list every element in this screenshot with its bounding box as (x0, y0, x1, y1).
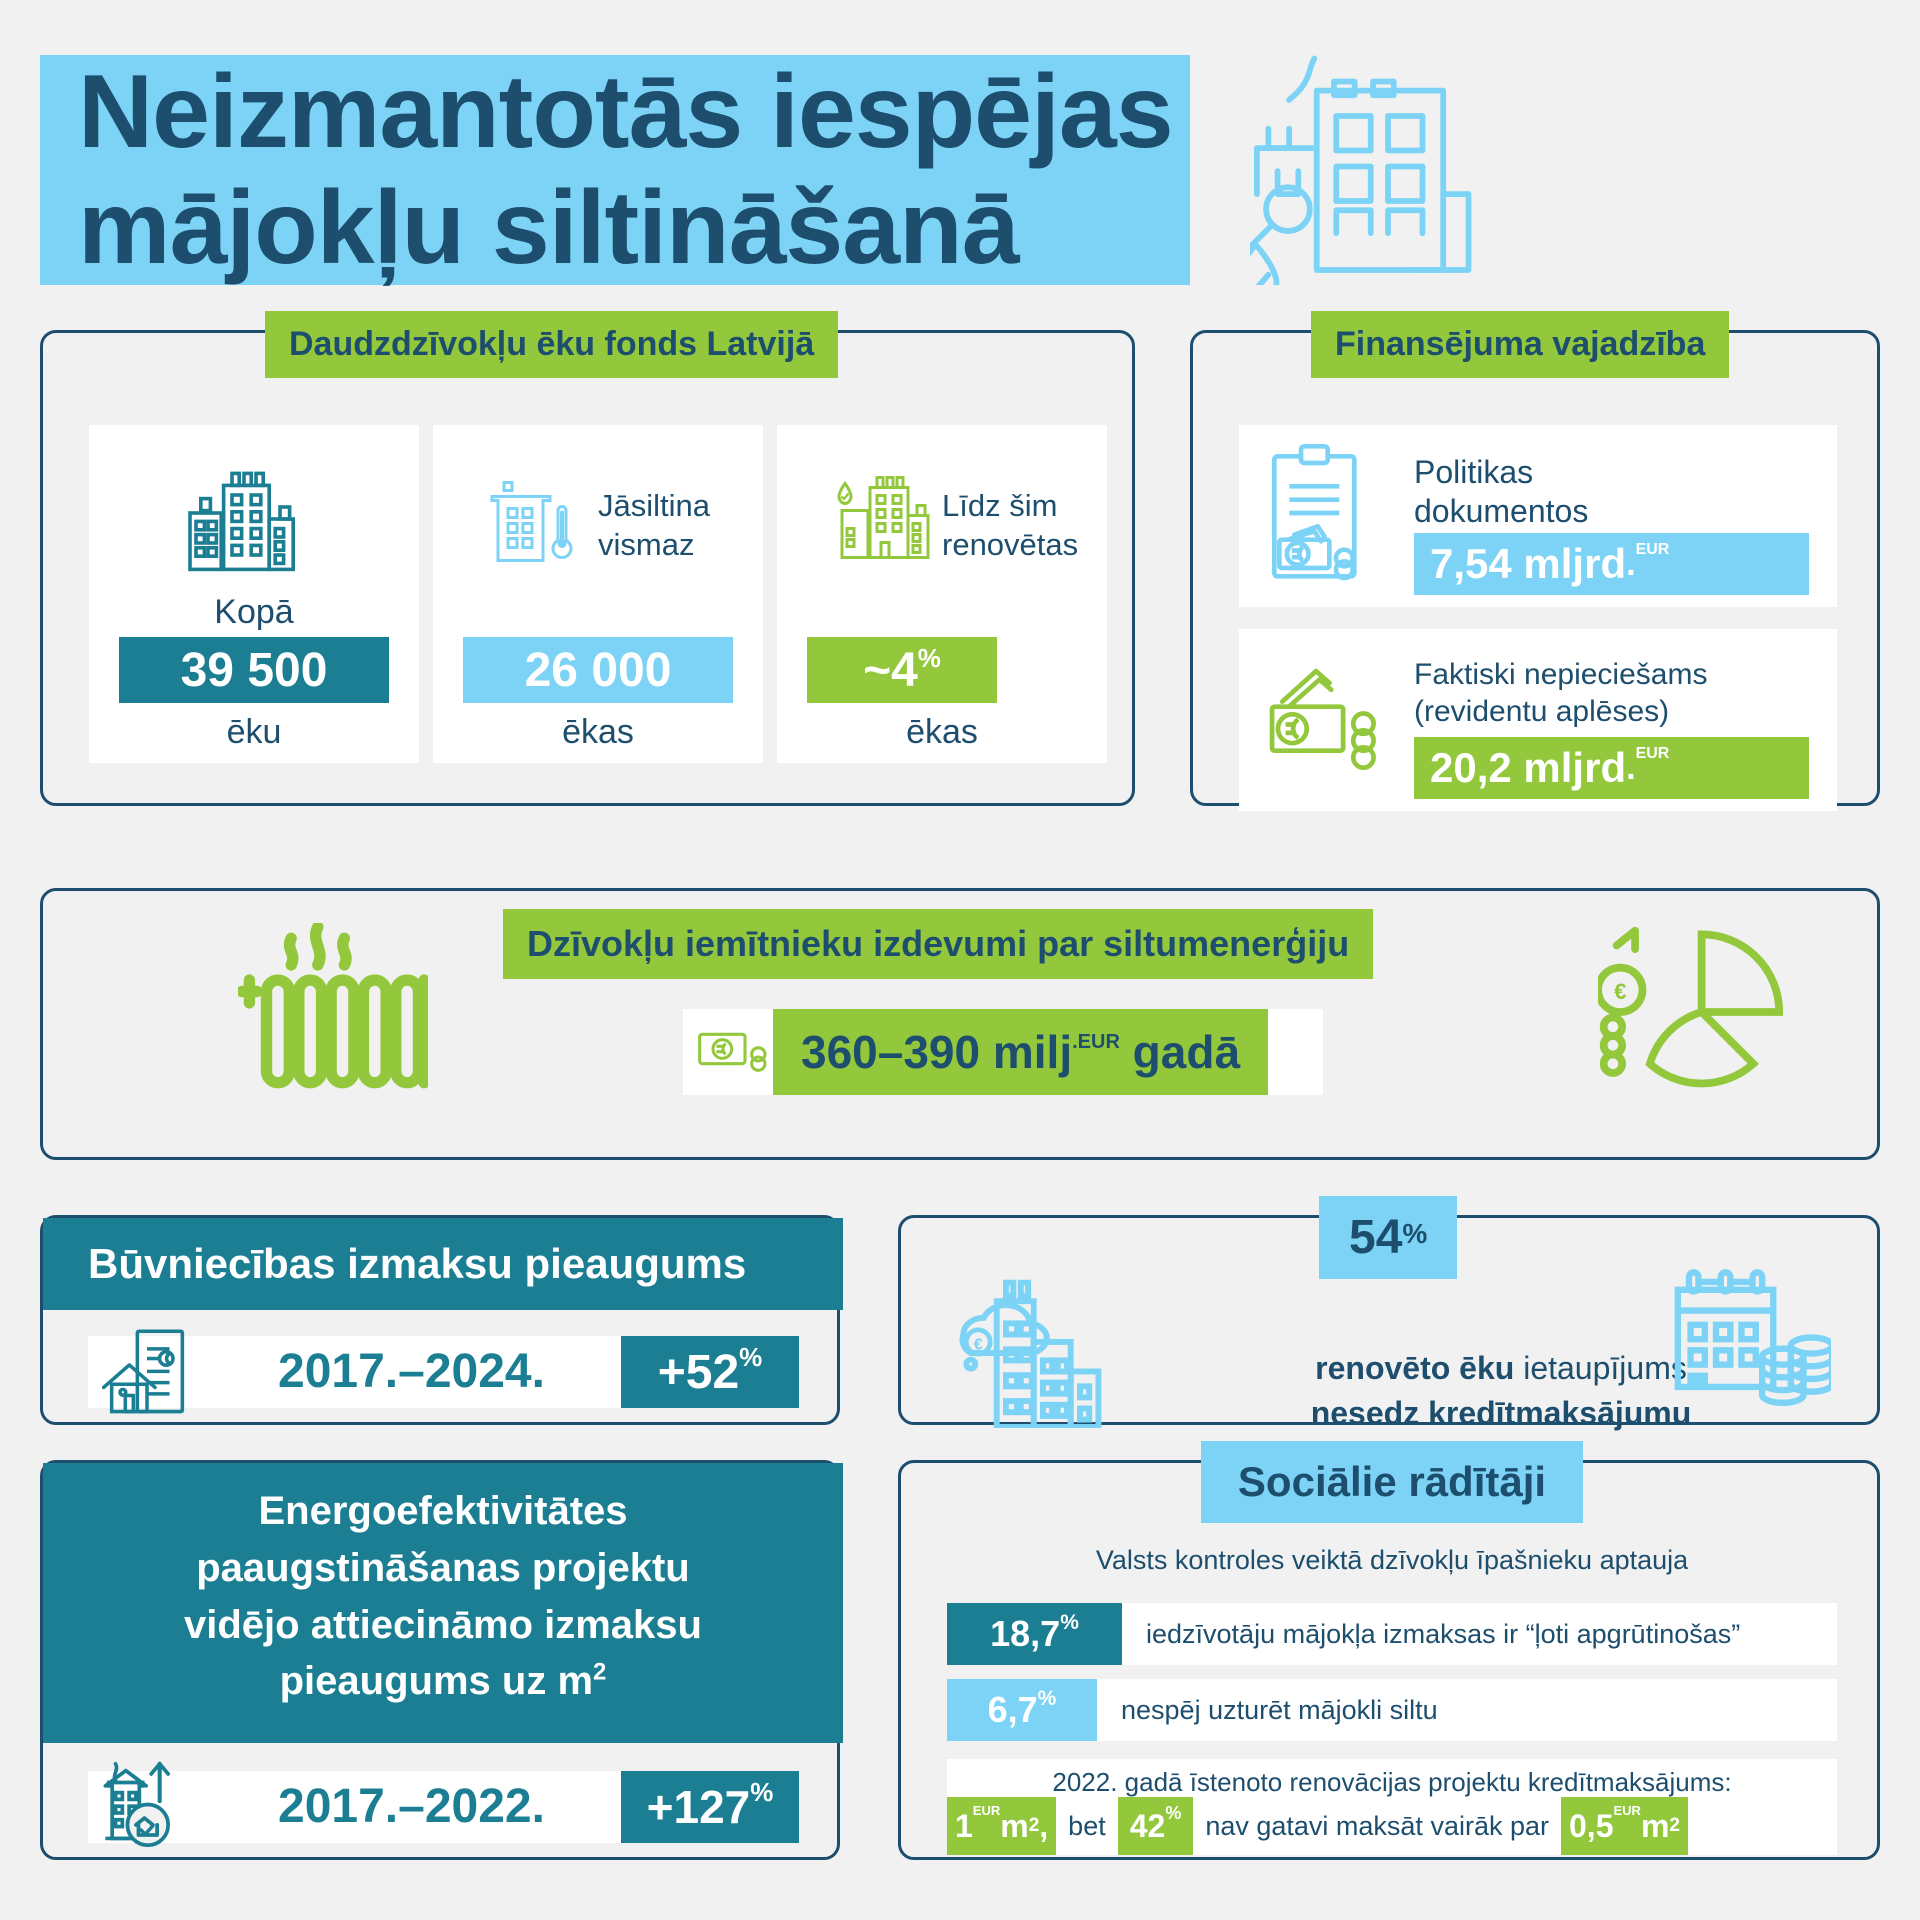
svg-text:€: € (974, 1336, 983, 1353)
svg-text:€: € (1614, 979, 1626, 1004)
